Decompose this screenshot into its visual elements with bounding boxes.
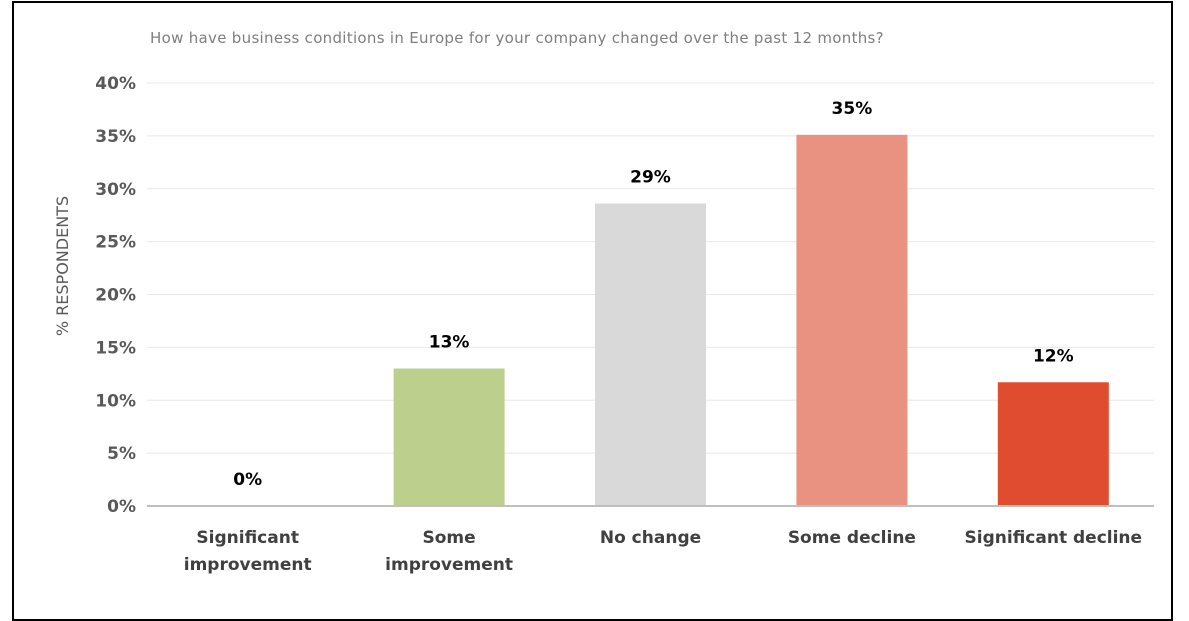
bar	[595, 203, 706, 506]
chart-title: How have business conditions in Europe f…	[150, 29, 884, 47]
x-tick-label: Significant decline	[965, 528, 1143, 548]
bar	[393, 368, 505, 506]
y-tick-label: 20%	[95, 286, 136, 306]
x-tick-label: Some improvement	[385, 528, 513, 575]
chart-frame: How have business conditions in Europe f…	[12, 1, 1173, 621]
y-tick-label: 35%	[95, 127, 136, 147]
y-axis-label: % RESPONDENTS	[53, 196, 72, 336]
y-tick-label: 10%	[95, 391, 136, 411]
y-tick-label: 25%	[95, 233, 136, 253]
bar-data-label: 0%	[233, 470, 262, 490]
y-tick-label: 40%	[95, 74, 136, 94]
bar-data-label: 35%	[832, 99, 873, 119]
bar	[796, 134, 908, 506]
y-tick-label: 30%	[95, 180, 136, 200]
y-tick-label: 5%	[107, 444, 136, 464]
bar-chart: How have business conditions in Europe f…	[53, 29, 1154, 575]
bar-data-label: 12%	[1033, 346, 1074, 366]
bar-data-label: 29%	[630, 168, 671, 188]
bar	[997, 382, 1109, 506]
x-tick-label: No change	[600, 528, 701, 548]
x-tick-label: Significant improvement	[184, 528, 312, 575]
y-tick-label: 0%	[107, 497, 136, 517]
y-tick-label: 15%	[95, 338, 136, 358]
bar-data-label: 13%	[429, 333, 470, 353]
x-tick-label: Some decline	[788, 528, 916, 548]
